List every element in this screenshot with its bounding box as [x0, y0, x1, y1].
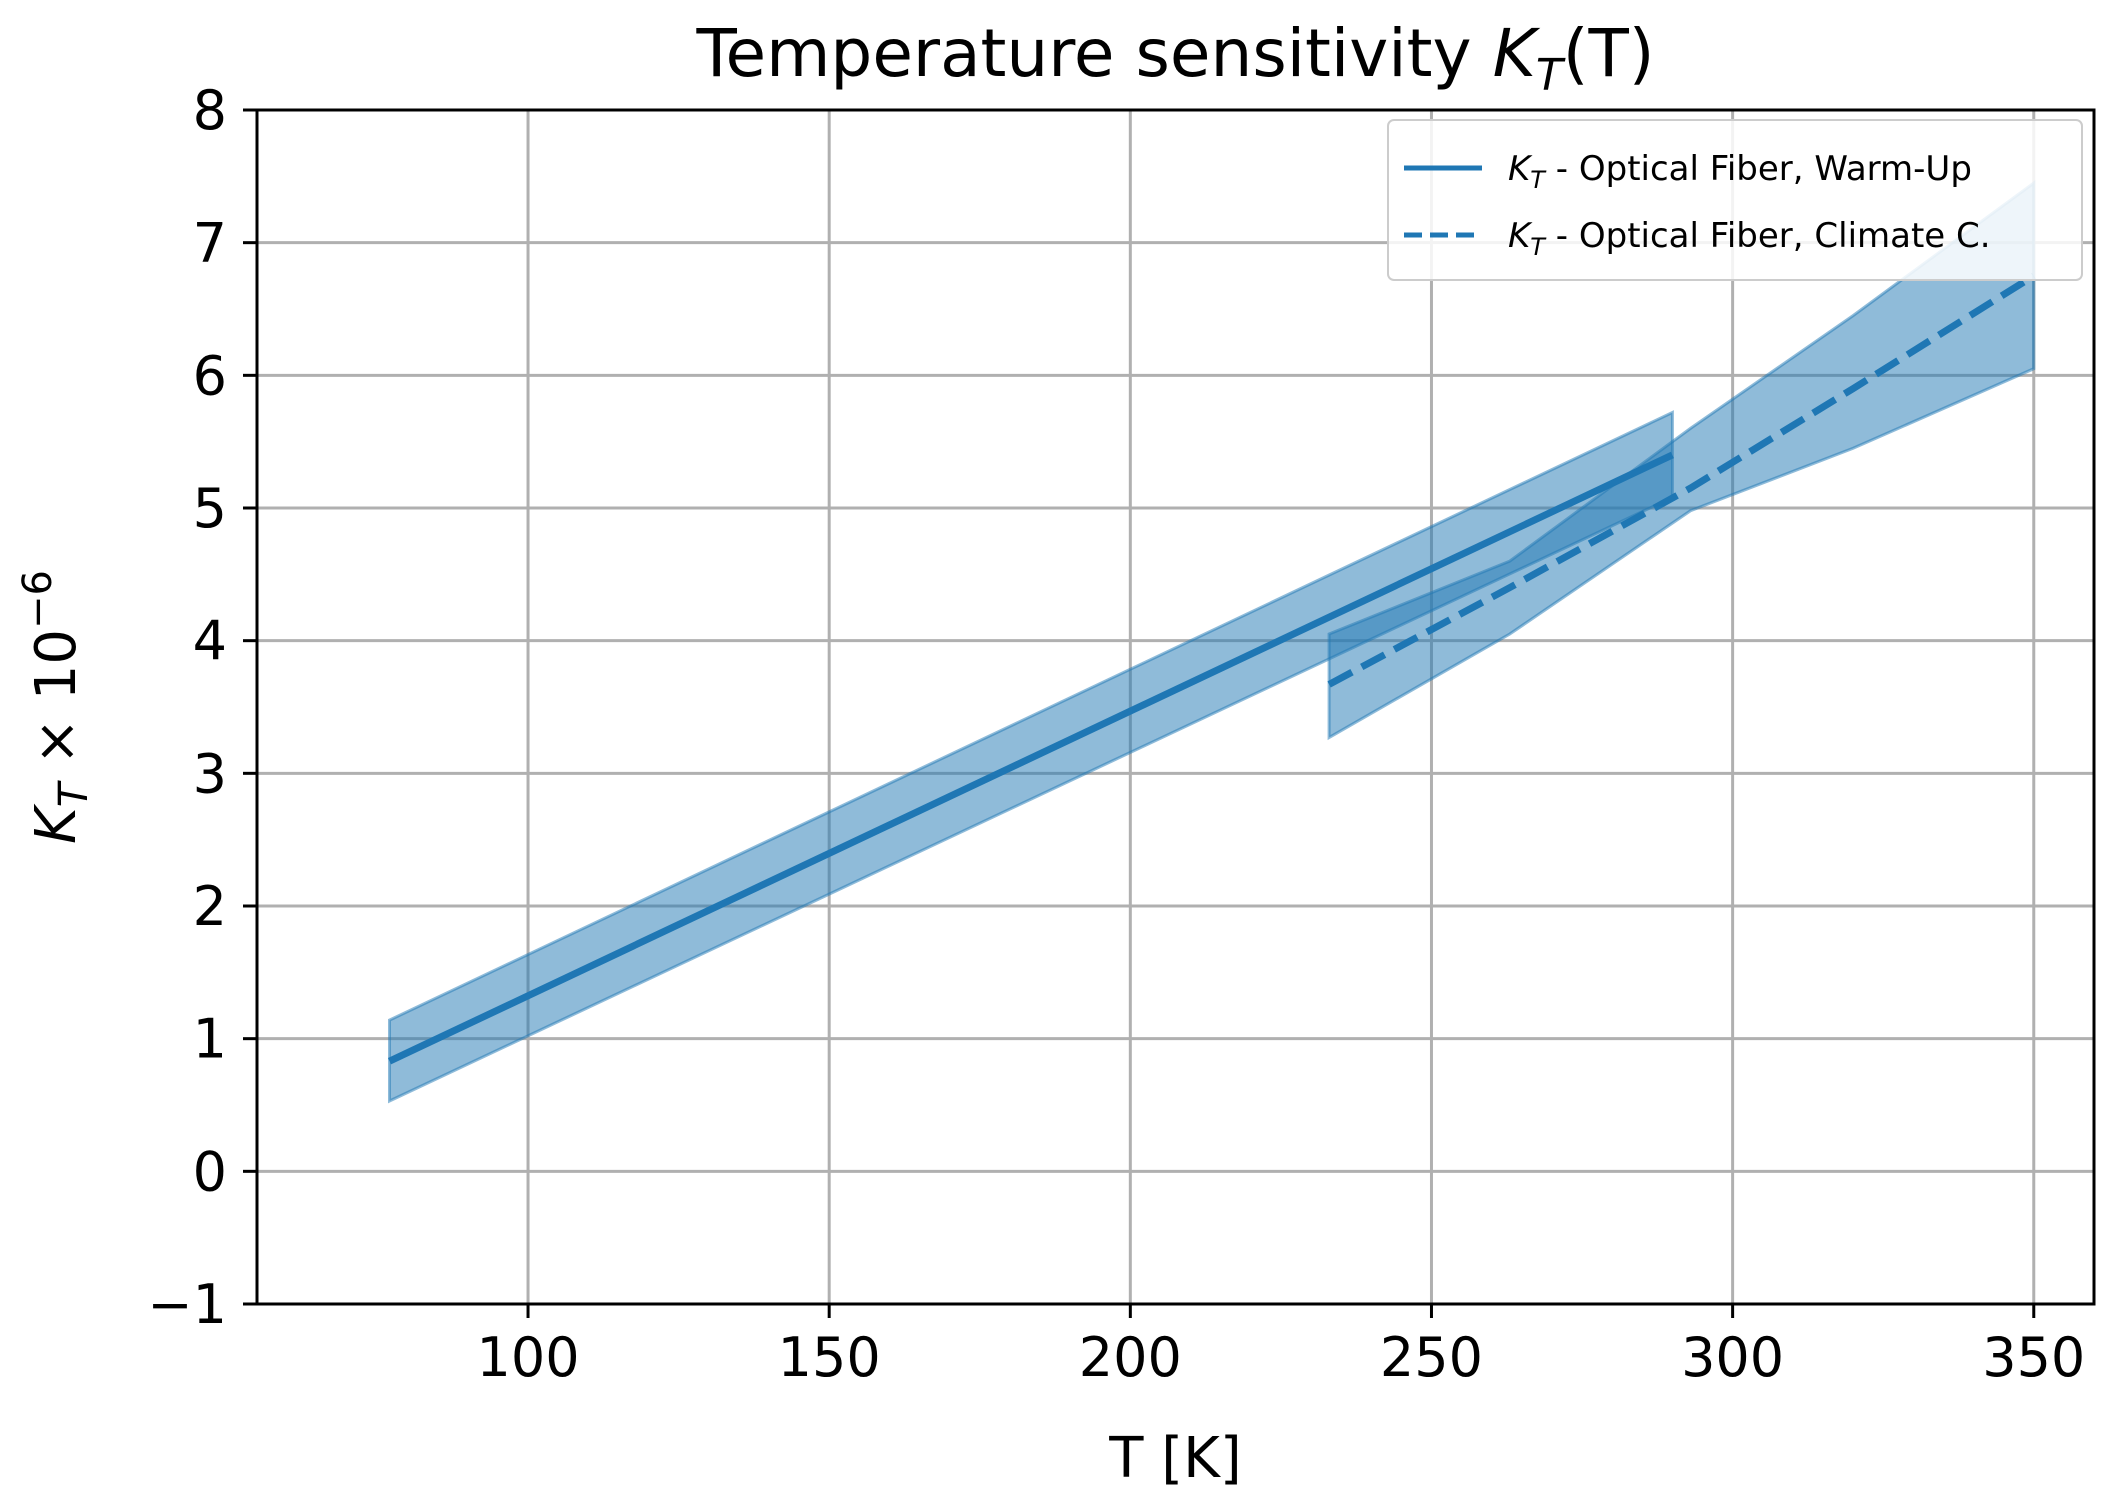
y-tick-label: 0 [193, 1140, 227, 1203]
y-tick-label: 6 [193, 344, 227, 407]
y-tick-label: 2 [193, 875, 227, 938]
y-tick-label: 5 [193, 477, 227, 540]
y-tick-label: 3 [193, 742, 227, 805]
x-tick-label: 350 [1982, 1326, 2085, 1389]
series-lines [388, 272, 2036, 1065]
series-line-warm-up [388, 451, 1674, 1065]
y-axis-title: KT × 10−6 [15, 570, 97, 844]
legend-box [1387, 119, 2083, 281]
legend-label-climate: KT - Optical Fiber, Climate C. [1508, 216, 1991, 261]
legend: KT - Optical Fiber, Warm-Up KT - Optical… [1387, 119, 2083, 281]
x-tick-label: 200 [1079, 1326, 1182, 1389]
x-axis-title: T [K] [1108, 1426, 1241, 1491]
chart-title: Temperature sensitivity KT(T) [695, 15, 1654, 101]
y-tick-label: 7 [193, 212, 227, 275]
y-tick-label: 8 [193, 79, 227, 142]
x-tick-label: 300 [1681, 1326, 1784, 1389]
y-tick-label: −1 [147, 1273, 227, 1336]
axis-ticks: 100 150 200 250 300 350 −1 0 1 2 3 4 5 6 7 8 [147, 79, 2085, 1389]
legend-label-warm-up: KT - Optical Fiber, Warm-Up [1508, 149, 1972, 194]
y-tick-label: 4 [193, 610, 227, 673]
x-tick-label: 100 [476, 1326, 579, 1389]
series-line-climate [1327, 272, 2036, 688]
plot-frame [255, 108, 2096, 1306]
y-tick-label: 1 [193, 1008, 227, 1071]
x-tick-label: 250 [1380, 1326, 1483, 1389]
x-tick-label: 150 [778, 1326, 881, 1389]
